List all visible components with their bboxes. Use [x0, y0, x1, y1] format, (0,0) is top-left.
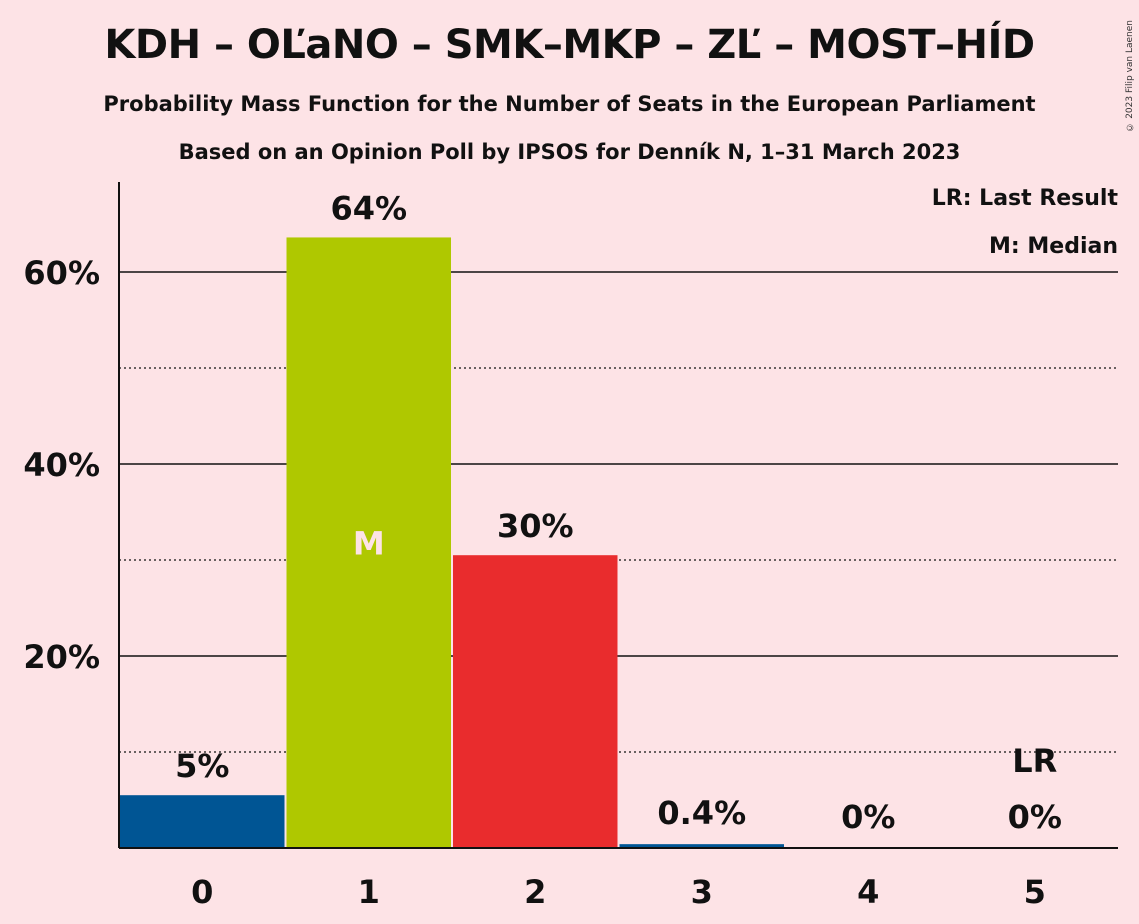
last-result-marker: LR — [1012, 742, 1057, 780]
data-label: 0% — [1008, 798, 1062, 836]
y-tick-label: 20% — [23, 638, 100, 676]
bar — [453, 555, 618, 848]
median-marker: M — [353, 525, 385, 563]
data-label: 0.4% — [657, 794, 746, 832]
y-tick-label: 60% — [23, 254, 100, 292]
bar — [286, 237, 451, 848]
legend-median: M: Median — [989, 234, 1118, 259]
chart-subtitle: Probability Mass Function for the Number… — [103, 92, 1036, 116]
chart-title: KDH – OĽaNO – SMK–MKP – ZĽ – MOST–HÍD — [104, 22, 1035, 68]
x-tick-label: 5 — [1024, 873, 1046, 911]
x-tick-label: 1 — [358, 873, 380, 911]
data-label: 64% — [330, 189, 407, 227]
x-tick-label: 4 — [857, 873, 879, 911]
x-tick-label: 2 — [524, 873, 546, 911]
x-tick-label: 3 — [691, 873, 713, 911]
bar — [120, 795, 285, 848]
x-tick-label: 0 — [191, 873, 213, 911]
chart-source: Based on an Opinion Poll by IPSOS for De… — [178, 140, 961, 164]
data-label: 0% — [841, 798, 895, 836]
legend-last-result: LR: Last Result — [931, 186, 1118, 211]
data-label: 30% — [497, 507, 574, 545]
data-label: 5% — [175, 747, 229, 785]
y-tick-label: 40% — [23, 446, 100, 484]
bar — [619, 844, 784, 848]
